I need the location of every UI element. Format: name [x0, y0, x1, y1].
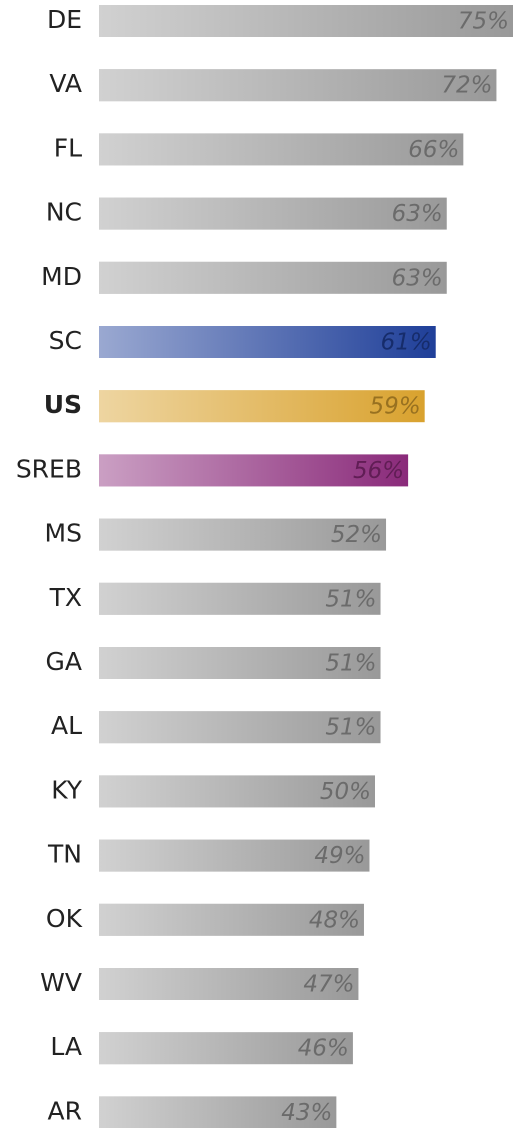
bar-shine — [99, 582, 381, 615]
bar-shine — [99, 903, 364, 936]
value-label: 59% — [370, 394, 421, 420]
category-label: NC — [46, 198, 82, 227]
category-label: WV — [40, 968, 82, 997]
category-label: TX — [49, 583, 82, 612]
bar-shine — [99, 1096, 337, 1128]
value-label: 63% — [392, 201, 443, 227]
value-label: 63% — [392, 265, 443, 291]
category-label: KY — [51, 775, 83, 804]
category-label: LA — [50, 1032, 82, 1061]
category-label: SC — [49, 326, 82, 355]
value-label: 50% — [320, 779, 371, 805]
bar-shine — [99, 775, 375, 808]
bar-shine — [99, 518, 387, 551]
value-label: 61% — [381, 330, 432, 356]
category-label: AL — [51, 711, 82, 740]
category-label: SREB — [16, 454, 82, 483]
bar-shine — [99, 326, 436, 358]
value-label: 51% — [325, 715, 376, 741]
category-label: MD — [41, 262, 82, 291]
value-label: 52% — [331, 522, 382, 548]
category-label: FL — [54, 133, 82, 162]
bar-shine — [99, 5, 513, 37]
value-label: 46% — [298, 1036, 349, 1062]
category-label: AR — [48, 1096, 82, 1125]
bar-shine — [99, 1032, 353, 1065]
bar-shine — [99, 711, 381, 744]
bar-shine — [99, 968, 359, 1000]
value-label: 56% — [353, 458, 404, 484]
bar-shine — [99, 261, 447, 294]
bar-shine — [99, 454, 409, 487]
category-label: DE — [47, 5, 82, 34]
value-label: 47% — [303, 972, 354, 998]
value-label: 66% — [408, 137, 459, 163]
bar-shine — [99, 69, 497, 102]
category-label: MS — [45, 519, 82, 548]
category-label: OK — [46, 904, 83, 933]
value-label: 51% — [325, 651, 376, 677]
bar-shine — [99, 647, 381, 679]
bar-shine — [99, 197, 447, 230]
category-label: US — [44, 390, 82, 419]
category-label: VA — [49, 69, 82, 98]
value-label: 49% — [314, 843, 365, 869]
category-label: GA — [46, 647, 82, 676]
value-label: 51% — [325, 586, 376, 612]
value-label: 72% — [441, 73, 492, 99]
bar-shine — [99, 839, 370, 872]
value-label: 75% — [458, 9, 509, 35]
category-label: TN — [47, 840, 82, 869]
value-label: 48% — [309, 907, 360, 933]
bar-shine — [99, 390, 425, 423]
value-label: 43% — [281, 1100, 332, 1126]
bar-shine — [99, 133, 464, 166]
